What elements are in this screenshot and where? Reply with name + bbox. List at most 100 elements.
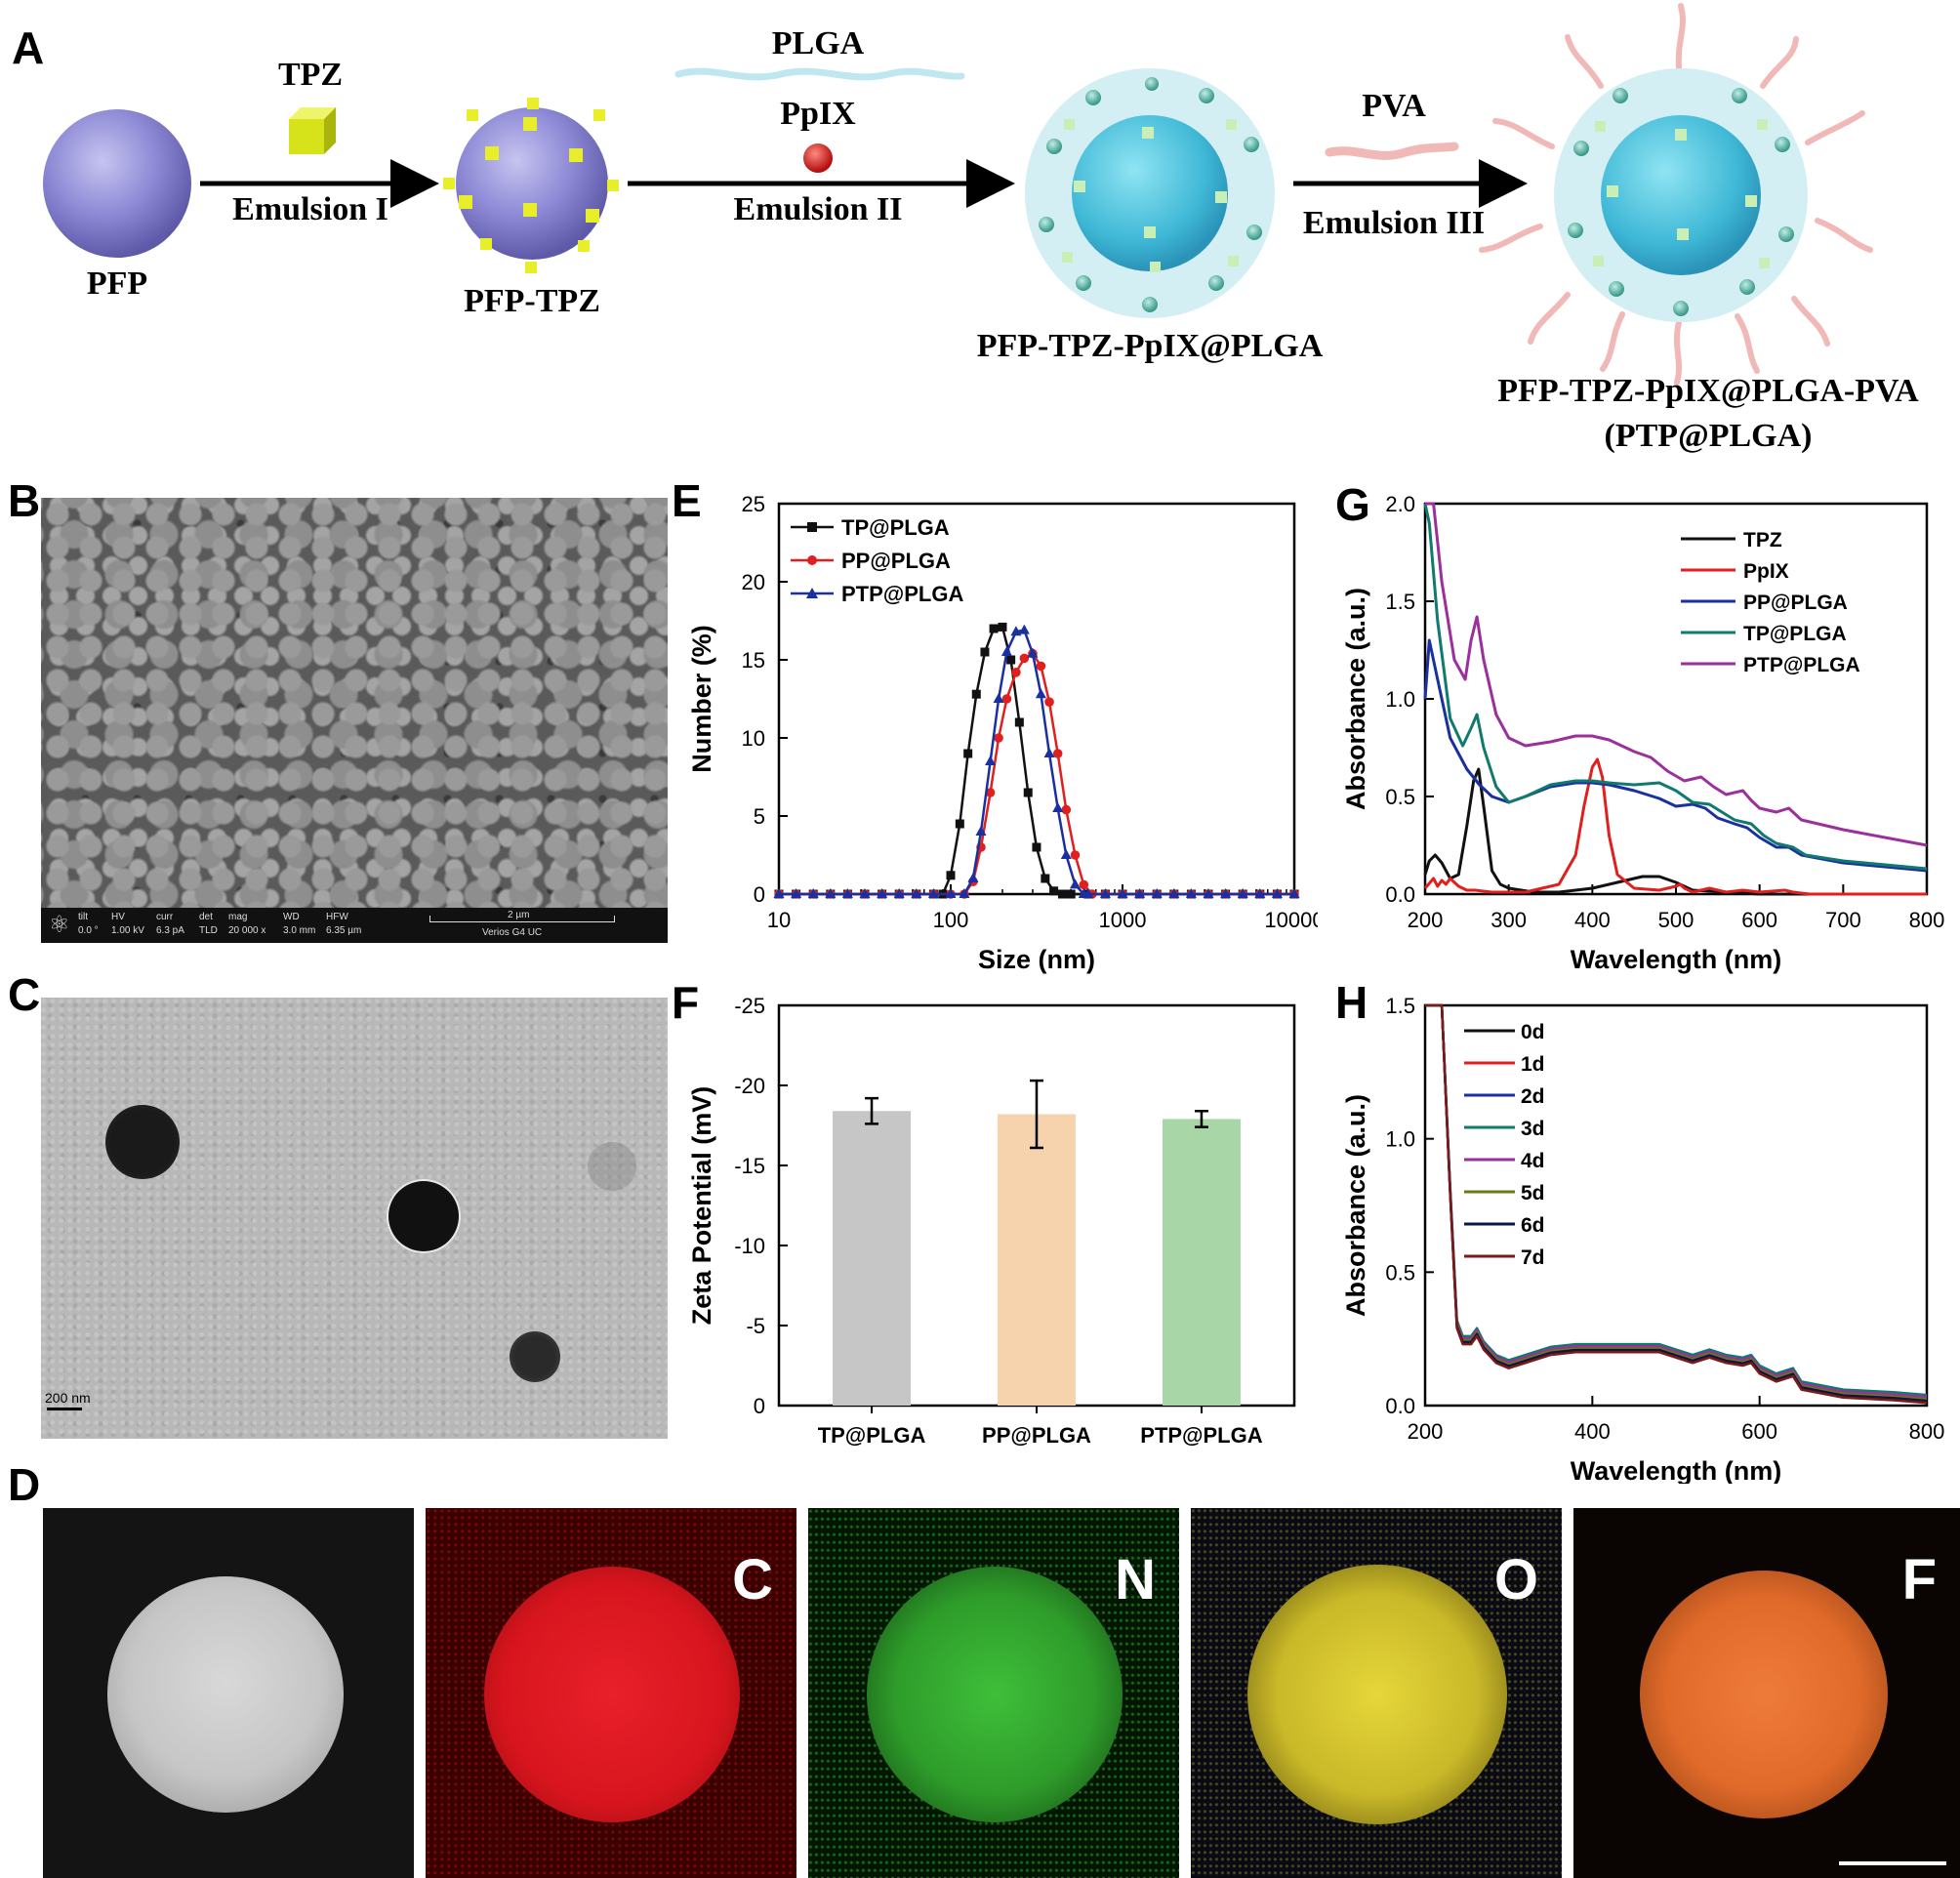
data-point [1014, 717, 1024, 727]
label-emulsion-1: Emulsion I [232, 191, 388, 227]
edx-map-nitrogen: N [808, 1508, 1179, 1878]
sem-hfw-value: 6.35 µm [326, 925, 362, 936]
y-tick-label: 25 [742, 492, 765, 516]
legend-label: PP@PLGA [1743, 592, 1848, 614]
label-emulsion-2: Emulsion II [733, 191, 903, 227]
x-tick-label: 400 [1574, 908, 1611, 932]
sem-scale-label: 2 µm [508, 910, 530, 920]
label-pva: PVA [1362, 88, 1426, 124]
panel-letter-b: B [8, 475, 41, 526]
x-tick-label: 700 [1825, 908, 1861, 932]
x-axis-title: Wavelength (nm) [1571, 945, 1782, 974]
data-point [1079, 879, 1089, 890]
legend-marker [806, 588, 818, 598]
data-point [989, 624, 999, 633]
label-plga: PLGA [771, 25, 865, 61]
series-line-4d [1425, 1003, 1928, 1399]
y-tick-label: 0.5 [1385, 785, 1415, 809]
legend-label: TP@PLGA [841, 515, 950, 540]
bar-PP@PLGA [998, 1114, 1076, 1406]
y-tick-label: 2.0 [1385, 492, 1415, 516]
tem-particle [388, 1181, 459, 1251]
x-tick-label: 600 [1741, 908, 1777, 932]
bar-PTP@PLGA [1162, 1119, 1241, 1406]
y-tick-label: 0.0 [1385, 882, 1415, 907]
data-point [963, 749, 973, 758]
data-point [998, 622, 1007, 632]
data-point [1032, 842, 1041, 852]
pfp-tpz-ppix-plga-particle [1025, 68, 1275, 318]
y-tick-label: 0.5 [1385, 1260, 1415, 1285]
data-point [1023, 788, 1033, 797]
sem-hv-header: HV [111, 912, 125, 922]
legend-marker [807, 522, 817, 532]
edx-nitrogen-particle [867, 1567, 1123, 1822]
legend-label: 4d [1521, 1150, 1545, 1172]
sem-mag-header: mag [228, 912, 248, 922]
legend-label: PTP@PLGA [841, 582, 963, 606]
data-point [1036, 661, 1046, 672]
data-point [967, 873, 979, 882]
data-point [985, 788, 996, 797]
edx-oxygen-particle [1247, 1565, 1507, 1824]
data-point [1052, 749, 1063, 758]
sem-image: ⚛ tilt 0.0 ° HV 1.00 kV curr 6.3 pA det … [41, 498, 668, 943]
label-ppix: PpIX [780, 96, 856, 132]
data-point [1044, 697, 1054, 707]
legend-label: PP@PLGA [841, 549, 951, 573]
y-axis-title: Zeta Potential (mV) [687, 1086, 716, 1326]
y-tick-label: 5 [754, 804, 765, 829]
pfp-sphere [43, 109, 191, 258]
data-point [1000, 646, 1012, 656]
data-point [1070, 850, 1081, 860]
series-line-PP@PLGA [1423, 638, 1928, 873]
data-point [1041, 874, 1050, 883]
legend-label: 1d [1521, 1053, 1545, 1076]
plot-frame [1423, 502, 1929, 896]
data-point [1117, 888, 1128, 898]
legend-label: 7d [1521, 1246, 1545, 1269]
tem-scale-label: 200 nm [45, 1390, 91, 1406]
bar-TP@PLGA [833, 1111, 912, 1406]
data-point [1203, 888, 1214, 898]
sem-scale-bar [429, 916, 615, 922]
sem-instrument: Verios G4 UC [482, 927, 543, 938]
y-axis-title: Number (%) [687, 625, 716, 773]
sem-det-value: TLD [199, 925, 218, 936]
edx-label-fluorine: F [1901, 1548, 1937, 1612]
data-point [877, 888, 888, 898]
data-point [1018, 624, 1030, 634]
data-point [1134, 888, 1146, 898]
haadf-particle [107, 1576, 344, 1813]
data-point [1006, 655, 1016, 665]
data-point [911, 888, 922, 898]
label-pfp-tpz-ppix-plga: PFP-TPZ-PpIX@PLGA [976, 328, 1324, 364]
data-point [945, 888, 957, 898]
series-line-PpIX [1423, 757, 1927, 896]
edx-haadf-image [43, 1508, 414, 1878]
x-tick-label: TP@PLGA [818, 1423, 926, 1448]
data-point [993, 693, 1004, 703]
data-point [1035, 688, 1046, 699]
plot-frame [777, 502, 1296, 896]
data-point [975, 826, 987, 836]
tem-faint-particle [588, 1142, 636, 1191]
data-point [980, 647, 990, 657]
data-point [994, 733, 1003, 743]
x-tick-label: 800 [1909, 1419, 1945, 1444]
y-tick-label: 10 [742, 726, 765, 751]
legend-label: TP@PLGA [1743, 623, 1847, 645]
data-point [1027, 647, 1039, 658]
data-point [893, 888, 905, 898]
data-point [946, 871, 956, 880]
data-point [1061, 804, 1072, 815]
series-line-TP@PLGA [1423, 503, 1928, 871]
ppix-bead-icon [803, 143, 833, 173]
y-tick-label: 15 [742, 648, 765, 673]
series-line-0d [1425, 1003, 1928, 1402]
chart-zeta-potential: 0 -5 -10 -15 -20 -25 Zeta Potential (mV) TP@PLG… [687, 994, 1296, 1448]
data-point [1011, 668, 1021, 677]
y-tick-label: -25 [734, 994, 765, 1018]
y-tick-label: 20 [742, 570, 765, 594]
legend-label: PpIX [1743, 560, 1789, 583]
